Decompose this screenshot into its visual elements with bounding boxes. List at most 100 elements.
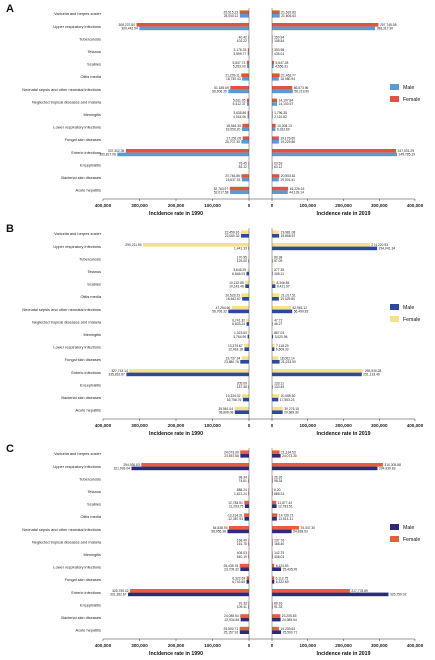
bar-female-1990 — [143, 243, 249, 247]
bar-male-2019 — [272, 89, 293, 94]
bar-male-1990 — [240, 454, 249, 458]
x-axis-title-1990: Incidence rate in 1990 — [149, 651, 203, 657]
bar-female-2019 — [272, 73, 280, 77]
bar-female-1990 — [246, 60, 249, 65]
value-label: 294,930.83 — [379, 467, 396, 471]
bar-male-2019 — [272, 271, 273, 276]
value-label: 297,745.08 — [380, 23, 397, 27]
value-label: 360,817.06 — [99, 153, 116, 157]
value-label: 24,073.30 — [224, 450, 239, 454]
bar-female-1990 — [239, 626, 249, 631]
legend-swatch-female — [390, 316, 399, 322]
bar-male-1990 — [240, 234, 249, 238]
bar-female-1990 — [241, 174, 249, 178]
value-label: 52,763.97 — [214, 187, 229, 191]
value-label: 24,085.54 — [224, 614, 239, 618]
value-label: 294,930.83 — [123, 463, 140, 467]
bar-male-2019 — [272, 334, 274, 339]
value-label: 125.00 — [237, 259, 247, 263]
value-label: 29,689.30 — [284, 410, 299, 414]
tick-label: 100,000 — [299, 423, 316, 428]
value-label: 24,073.30 — [282, 454, 297, 458]
tick-label: 0 — [248, 643, 251, 648]
bar-female-1990 — [248, 475, 249, 480]
x-axis-title-1990: Incidence rate in 1990 — [149, 211, 203, 217]
value-label: 56,573.96 — [294, 86, 309, 90]
bar-female-2019 — [272, 293, 280, 297]
value-label: 18,730.43 — [226, 77, 241, 81]
chart-a: A Varicella and herpes zoster 25,515.2325,… — [6, 3, 424, 217]
bar-male-1990 — [246, 322, 249, 326]
panel-letter: A — [6, 3, 14, 15]
bar-female-2019 — [272, 60, 275, 65]
bar-female-1990 — [130, 589, 249, 593]
bar-male-2019 — [272, 347, 275, 351]
value-label: 19,868.57 — [281, 234, 296, 238]
value-label: 44,139.14 — [289, 190, 304, 194]
value-label: 52,981.12 — [292, 306, 307, 310]
value-label: 888.24 — [237, 488, 247, 492]
value-label: 18,980.94 — [280, 77, 295, 81]
value-label: 133.49 — [274, 385, 284, 389]
value-label: 435.01 — [274, 52, 284, 56]
bar-male-2019 — [272, 372, 362, 377]
bar-male-1990 — [239, 630, 249, 634]
category-label: Neonatal sepsis and other neonatal infec… — [22, 527, 101, 532]
bar-male-2019 — [272, 234, 280, 238]
category-label: Otitis media — [80, 514, 101, 519]
bar-female-2019 — [272, 343, 275, 348]
bar-male-1990 — [247, 102, 249, 106]
value-label: 98.34 — [274, 479, 282, 483]
bar-female-1990 — [125, 149, 249, 153]
category-label: Upper respiratory infections — [53, 464, 101, 469]
value-label: 540.19 — [237, 555, 247, 559]
legend-swatch-female — [390, 96, 399, 102]
bar-female-2019 — [272, 10, 280, 14]
bar-female-1990 — [247, 268, 249, 272]
value-label: 13,514.31 — [278, 517, 293, 521]
tick-label: 200,000 — [168, 643, 185, 648]
value-label: 25,500.71 — [224, 627, 239, 631]
category-label: Varicella and herpes zoster — [54, 11, 102, 16]
category-label: Neonatal sepsis and other neonatal infec… — [22, 307, 101, 312]
bar-female-2019 — [272, 186, 289, 191]
bar-male-2019 — [272, 360, 280, 364]
value-label: 133.11 — [274, 382, 284, 386]
value-label: 6.20 — [274, 488, 281, 492]
value-label: -13,314.31 — [227, 513, 243, 517]
chart-b: B Varicella and herpes zoster 22,459.1622,… — [6, 223, 424, 437]
value-label: 11,877.42 — [278, 501, 293, 505]
tick-label: 300,000 — [371, 643, 388, 648]
category-label: Scabies — [87, 502, 101, 507]
category-label: Varicella and herpes zoster — [54, 231, 102, 236]
value-label: 19,981.08 — [281, 230, 296, 234]
bar-female-1990 — [244, 500, 249, 505]
bar-male-2019 — [272, 504, 277, 508]
bar-male-1990 — [131, 466, 249, 471]
bar-female-1990 — [247, 48, 249, 52]
bar-female-2019 — [272, 526, 299, 530]
bar-male-2019 — [272, 102, 278, 106]
bar-female-2019 — [272, 331, 273, 335]
bar-female-1990 — [136, 23, 249, 27]
tick-label: 0 — [271, 423, 274, 428]
bar-male-2019 — [272, 397, 279, 402]
legend-swatch-male — [390, 524, 399, 530]
tick-label: 300,000 — [371, 423, 388, 428]
bar-female-1990 — [231, 306, 249, 310]
value-label: 25,435.76 — [224, 564, 239, 568]
bar-female-2019 — [272, 563, 275, 568]
tick-label: 300,000 — [131, 203, 148, 208]
value-label: 109.41 — [237, 605, 247, 609]
bar-female-1990 — [234, 406, 249, 411]
value-label: 24,085.54 — [282, 618, 297, 622]
value-label: 30,276.15 — [284, 407, 299, 411]
value-label: 168.40 — [237, 539, 247, 543]
category-label: Enteric infections — [71, 150, 101, 155]
bar-female-1990 — [241, 293, 249, 297]
bar-female-2019 — [272, 475, 273, 480]
bar-female-2019 — [272, 488, 273, 492]
bar-male-2019 — [272, 14, 280, 18]
value-label: 25,435.76 — [283, 567, 298, 571]
value-label: 25,157.91 — [224, 630, 239, 634]
